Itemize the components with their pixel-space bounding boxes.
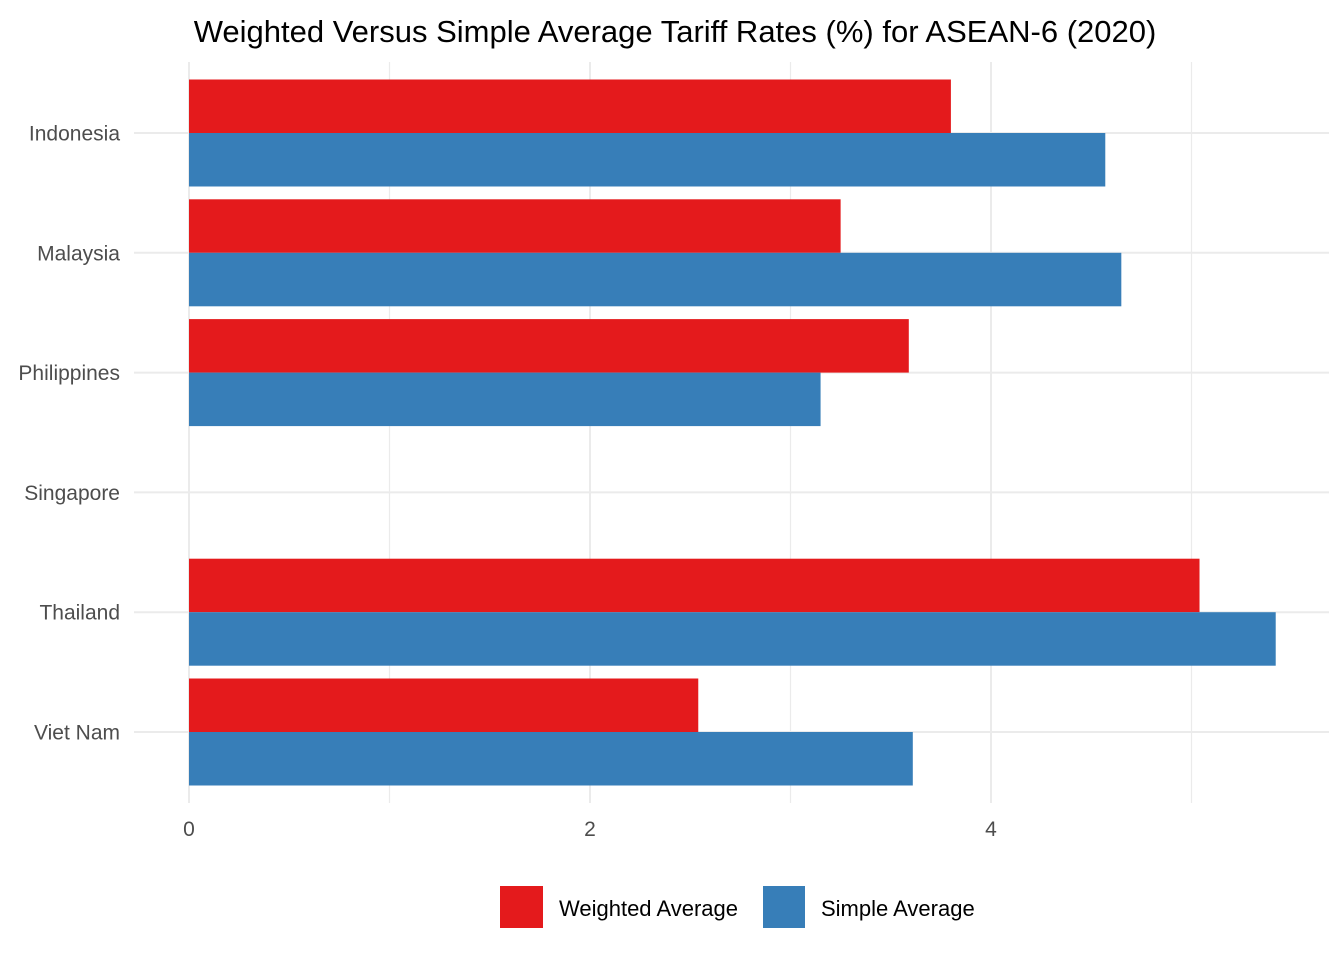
y-tick-label: Singapore bbox=[24, 482, 120, 505]
bar-indonesia-simple-average bbox=[189, 133, 1106, 187]
bar-viet-nam-simple-average bbox=[189, 732, 913, 786]
x-tick-label: 2 bbox=[584, 818, 596, 841]
x-tick-label: 4 bbox=[985, 818, 997, 841]
y-tick-label: Thailand bbox=[39, 602, 120, 625]
chart-title: Weighted Versus Simple Average Tariff Ra… bbox=[194, 14, 1157, 49]
bar-viet-nam-weighted-average bbox=[189, 678, 699, 732]
x-tick-label: 0 bbox=[183, 818, 195, 841]
legend-swatch-simple-average bbox=[763, 886, 805, 928]
y-tick-label: Viet Nam bbox=[34, 722, 120, 745]
bar-malaysia-weighted-average bbox=[189, 199, 841, 253]
bar-thailand-simple-average bbox=[189, 612, 1276, 666]
bars bbox=[189, 79, 1276, 786]
bar-philippines-weighted-average bbox=[189, 319, 909, 373]
bar-thailand-weighted-average bbox=[189, 558, 1200, 613]
bar-indonesia-weighted-average bbox=[189, 79, 951, 133]
bar-malaysia-simple-average bbox=[189, 252, 1122, 307]
y-tick-label: Philippines bbox=[18, 362, 120, 385]
x-axis: 0 2 4 bbox=[183, 818, 997, 841]
legend-label-weighted-average: Weighted Average bbox=[559, 896, 738, 921]
legend-swatch-weighted-average bbox=[500, 886, 543, 928]
y-tick-label: Malaysia bbox=[37, 242, 120, 265]
y-axis: Indonesia Malaysia Philippines Singapore Tha… bbox=[18, 123, 120, 745]
bar-philippines-simple-average bbox=[189, 372, 821, 427]
y-tick-label: Indonesia bbox=[29, 123, 120, 146]
legend: Weighted Average Simple Average bbox=[500, 886, 975, 928]
legend-label-simple-average: Simple Average bbox=[821, 896, 975, 921]
